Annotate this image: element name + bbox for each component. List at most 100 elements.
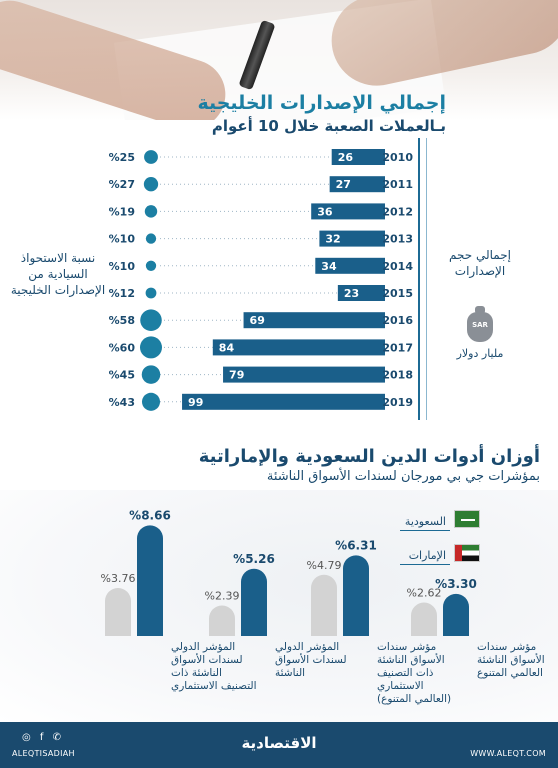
unit-label: مليار دولار [456,347,504,360]
uae-value-label: %2.62 [407,587,442,600]
uae-bar [311,574,337,636]
website-link[interactable]: WWW.ALEQT.COM [470,749,546,758]
chart2-legend: السعودية الإمارات [400,508,480,576]
category-label: الأسواق الناشئة [477,653,545,666]
category-label: الاستثماري [377,680,424,692]
share-bubble [145,287,157,299]
issuance-value-label: 69 [250,314,265,327]
issuance-value-label: 36 [317,205,333,218]
year-label: 2016 [382,314,413,327]
category-label: العالمي المتنوع [477,667,543,679]
share-bubble [145,233,157,244]
legend-label-saudi: السعودية [404,515,446,528]
category-label: (العالمي المتنوع) [377,693,451,705]
saudi-value-label: %8.66 [129,508,171,522]
issuance-bar [331,149,385,165]
share-value-label: %27 [109,178,135,191]
legend-label-uae: الإمارات [408,549,446,562]
issuance-value-label: 79 [229,369,244,382]
share-value-label: %45 [109,369,135,382]
chart1-subtitle: بـالعملات الصعبة خلال 10 أعوام [211,117,446,135]
share-bubble [140,336,162,359]
category-label: الأسواق الناشئة [377,653,445,666]
saudi-value-label: %5.26 [233,552,275,566]
issuance-bar [223,366,385,383]
uae-bar-base [311,623,337,636]
share-bubble [144,205,158,218]
year-label: 2017 [382,341,413,354]
issuance-bar [182,393,385,410]
issuance-value-label: 32 [325,233,340,246]
category-label: التصنيف الاستثماري [171,680,257,692]
issuance-bar [319,230,385,247]
chart2-title: أوزان أدوات الدين السعودية والإماراتية [198,446,540,467]
social-handle[interactable]: ALEQTISADIAH [12,749,75,758]
issuance-value-label: 23 [344,287,359,300]
saudi-flag-icon [454,510,480,528]
category-label: مؤشر سندات [377,641,436,653]
issuance-bar [337,285,385,301]
share-bubble [140,309,162,331]
timeline-axis-secondary [426,138,427,420]
uae-value-label: %2.39 [205,589,240,602]
category-label: لسندات الأسواق [275,653,347,666]
year-label: 2013 [382,233,413,246]
chart1-title: إجمالي الإصدارات الخليجية [197,92,446,114]
saudi-bar-base [443,623,469,636]
uae-flag-icon [454,544,480,562]
issuance-bar [329,176,385,193]
share-value-label: %10 [109,233,136,246]
share-bubble [145,260,157,271]
issuance-bar [243,312,385,329]
legend-underline [400,564,450,565]
issuance-bar [315,257,385,274]
issuance-total-label: إجمالي حجم الإصدارات [449,248,511,278]
category-label: الناشئة [275,667,305,679]
uae-bar-base [105,623,131,636]
share-bubble [143,177,159,192]
social-icons[interactable]: ◎ f ✆ [22,732,64,743]
issuance-bar [311,203,385,220]
issuance-value-label: 27 [336,178,351,191]
issuance-bar [212,339,385,356]
uae-value-label: %4.79 [307,559,342,572]
saudi-bar [241,568,267,636]
year-label: 2011 [382,178,413,191]
footer: ◎ f ✆ ALEQTISADIAH الاقتصادية WWW.ALEQT.… [0,722,558,768]
year-label: 2018 [382,369,413,382]
saudi-value-label: %6.31 [335,538,377,552]
uae-bar-base [209,623,235,636]
legend-item-saudi: السعودية [400,508,480,531]
category-label: المؤشر الدولي [171,641,235,653]
uae-value-label: %3.76 [101,572,136,585]
year-label: 2010 [382,151,413,164]
issuance-value-label: 84 [219,341,235,354]
share-value-label: %43 [109,396,135,409]
year-label: 2019 [382,396,413,409]
category-label: لسندات الأسواق [171,653,243,666]
saudi-bar-base [241,623,267,636]
saudi-value-label: %3.30 [435,577,477,591]
share-value-label: %10 [109,260,136,273]
chart2-subtitle: بمؤشرات جي بي مورجان لسندات الأسواق النا… [266,469,540,484]
category-label: مؤشر سندات [477,641,536,653]
saudi-bar [343,555,369,636]
issuance-value-label: 99 [188,396,203,409]
share-value-label: %25 [109,151,135,164]
year-label: 2015 [382,287,413,300]
share-value-label: %60 [109,341,136,354]
share-value-label: %19 [109,205,135,218]
uae-bar-base [411,623,437,636]
year-label: 2012 [382,205,413,218]
saudi-bar-base [137,623,163,636]
share-value-label: %58 [109,314,135,327]
category-label: ذات التصنيف [377,667,434,679]
issuance-value-label: 34 [321,260,337,273]
issuance-chart: 26 2010 %25 27 2011 %27 36 2012 %19 32 2013 %10 34 20… [109,149,413,411]
year-label: 2014 [382,260,413,273]
brand-logo: الاقتصادية [241,734,317,752]
money-bag-icon: SAR [467,306,493,342]
share-bubble [141,392,161,411]
saudi-bar-base [343,623,369,636]
